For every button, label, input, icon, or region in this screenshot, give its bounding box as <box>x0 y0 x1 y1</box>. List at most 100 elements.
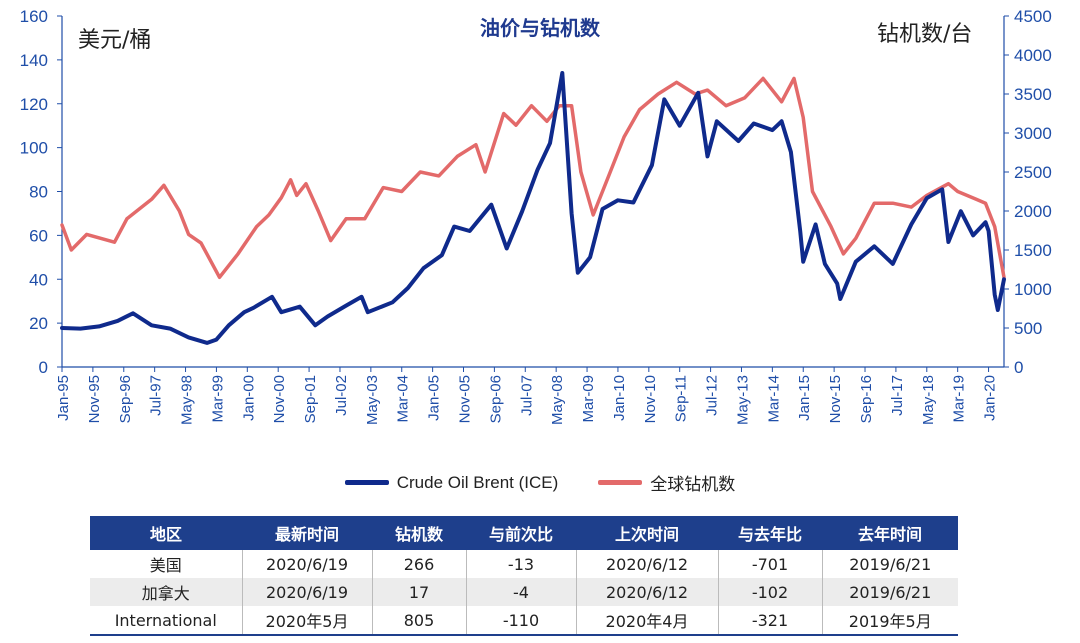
legend-swatch-rigs <box>598 480 643 485</box>
table-header-cell: 钻机数 <box>372 516 466 550</box>
x-axis-tick-label: Jan-10 <box>611 375 628 421</box>
table-cell: 2019年5月 <box>821 606 958 636</box>
x-axis-tick-label: Jul-12 <box>704 375 721 416</box>
x-axis-tick-label: Mar-09 <box>580 375 597 423</box>
x-axis-tick-label: Mar-14 <box>765 375 782 423</box>
x-axis-tick-label: Mar-99 <box>209 375 226 423</box>
table-row: 加拿大 2020/6/19 17 -4 2020/6/12 -102 2019/… <box>90 578 958 606</box>
table-cell: 805 <box>371 606 466 636</box>
x-axis-tick-label: Jan-95 <box>55 375 72 421</box>
table-cell: 2019/6/21 <box>821 578 958 606</box>
table-cell: 17 <box>371 578 466 606</box>
table-cell: 2020年5月 <box>241 606 372 636</box>
table-cell: 2020/6/12 <box>575 550 718 578</box>
table-cell: -701 <box>717 550 822 578</box>
x-axis: Jan-95 Nov-95 Sep-96 Jul-97 May-98 Mar-99 Jan-… <box>55 366 1004 425</box>
table-header-cell: 与前次比 <box>466 516 576 550</box>
table-cell: 美国 <box>149 556 182 575</box>
table-header-cell: 最新时间 <box>242 516 372 550</box>
legend-label-brent: Crude Oil Brent (ICE) <box>396 472 559 492</box>
x-axis-tick-label: Sep-11 <box>673 375 690 422</box>
left-axis-tick-label: 120 <box>20 95 48 114</box>
table-cell: -110 <box>465 606 576 636</box>
right-axis-tick-label: 2500 <box>1014 163 1052 182</box>
x-axis-tick-label: Sep-01 <box>302 375 319 423</box>
table-row: 美国 2020/6/19 266 -13 2020/6/12 -701 2019… <box>90 550 958 578</box>
x-axis-tick-label: May-13 <box>734 375 751 425</box>
x-axis-tick-label: Nov-05 <box>457 375 474 423</box>
x-axis-tick-label: May-08 <box>549 375 566 425</box>
x-axis-tick-label: May-98 <box>179 375 196 425</box>
legend-item-brent: Crude Oil Brent (ICE) <box>344 470 559 495</box>
right-axis-tick-label: 3000 <box>1014 124 1052 143</box>
table-header-cell: 上次时间 <box>576 516 718 550</box>
right-axis-unit: 钻机数/台 <box>877 22 973 47</box>
x-axis-tick-label: May-03 <box>364 375 381 425</box>
table-header-cell: 与去年比 <box>718 516 822 550</box>
right-axis-tick-label: 4500 <box>1014 7 1052 26</box>
right-axis-tick-label: 4000 <box>1014 46 1052 65</box>
right-axis-tick-label: 500 <box>1014 319 1042 338</box>
series-line-brent <box>60 71 1006 345</box>
left-axis-tick-label: 20 <box>29 314 48 333</box>
oil-price-rig-count-chart: 0 20 40 60 80 100 120 140 160 0 500 1000 1500 2000 25… <box>20 7 1052 425</box>
x-axis-tick-label: Jan-05 <box>426 375 443 421</box>
table-cell: -321 <box>717 606 822 636</box>
table-cell: 2020/6/19 <box>241 550 372 578</box>
table-cell: 266 <box>371 550 466 578</box>
left-axis-tick-label: 100 <box>20 139 48 158</box>
x-axis-tick-label: Nov-10 <box>642 375 659 423</box>
table-header-cell: 去年时间 <box>822 516 958 550</box>
series-layer <box>60 71 1006 345</box>
x-axis-tick-label: Jan-20 <box>982 375 999 421</box>
left-y-axis: 0 20 40 60 80 100 120 140 160 <box>20 7 63 377</box>
left-axis-unit: 美元/桶 <box>78 28 152 53</box>
right-y-axis: 0 500 1000 1500 2000 2500 3000 3500 4000 4500 <box>1003 7 1052 377</box>
left-axis-tick-label: 60 <box>29 226 48 245</box>
table-cell: 2020/6/19 <box>241 578 372 606</box>
legend-label-rigs: 全球钻机数 <box>650 475 736 494</box>
legend-item-rigs: 全球钻机数 <box>598 470 735 495</box>
x-axis-tick-label: Nov-00 <box>271 375 288 423</box>
x-axis-tick-label: Jul-07 <box>518 375 535 416</box>
left-axis-tick-label: 80 <box>29 183 48 202</box>
x-axis-tick-label: Jan-00 <box>240 375 257 421</box>
right-axis-tick-label: 2000 <box>1014 202 1052 221</box>
table-cell: International <box>90 606 242 636</box>
x-axis-tick-label: Jul-97 <box>148 375 165 416</box>
rig-count-table: 地区 最新时间 钻机数 与前次比 上次时间 与去年比 去年时间 美国 2020/… <box>90 516 958 636</box>
table-header-row: 地区 最新时间 钻机数 与前次比 上次时间 与去年比 去年时间 <box>90 516 958 550</box>
table-cell: 2019/6/21 <box>821 550 958 578</box>
right-axis-tick-label: 0 <box>1014 358 1023 377</box>
right-axis-tick-label: 3500 <box>1014 85 1052 104</box>
table-cell: 2020/6/12 <box>575 578 718 606</box>
right-axis-tick-label: 1500 <box>1014 241 1052 260</box>
chart-title: 油价与钻机数 <box>480 16 600 40</box>
x-axis-tick-label: Sep-06 <box>487 375 504 423</box>
table-cell: 2020年4月 <box>575 606 718 636</box>
series-line-rig-count <box>60 76 1006 280</box>
left-axis-tick-label: 0 <box>39 358 48 377</box>
chart-legend: Crude Oil Brent (ICE) 全球钻机数 <box>0 470 1080 495</box>
x-axis-tick-label: Jul-02 <box>333 375 350 416</box>
x-axis-tick-label: Sep-96 <box>117 375 134 423</box>
right-axis-tick-label: 1000 <box>1014 280 1052 299</box>
left-axis-tick-label: 140 <box>20 51 48 70</box>
x-axis-tick-label: Jan-15 <box>796 375 813 421</box>
table-cell: -13 <box>465 550 576 578</box>
table-cell: 加拿大 <box>90 578 242 606</box>
table-row: International 2020年5月 805 -110 2020年4月 -… <box>90 606 958 636</box>
table-cell: -4 <box>465 578 576 606</box>
x-axis-tick-label: Mar-04 <box>395 375 412 423</box>
legend-swatch-brent <box>344 480 389 485</box>
x-axis-tick-label: Sep-16 <box>858 375 875 423</box>
x-axis-tick-label: Jul-17 <box>889 375 906 416</box>
table-cell: -102 <box>717 578 822 606</box>
table-header-cell: 地区 <box>90 516 242 550</box>
x-axis-tick-label: Mar-19 <box>951 375 968 423</box>
left-axis-tick-label: 160 <box>20 7 48 26</box>
x-axis-tick-label: May-18 <box>920 375 937 425</box>
left-axis-tick-label: 40 <box>29 270 48 289</box>
x-axis-tick-label: Nov-95 <box>86 375 103 423</box>
x-axis-tick-label: Nov-15 <box>827 375 844 423</box>
